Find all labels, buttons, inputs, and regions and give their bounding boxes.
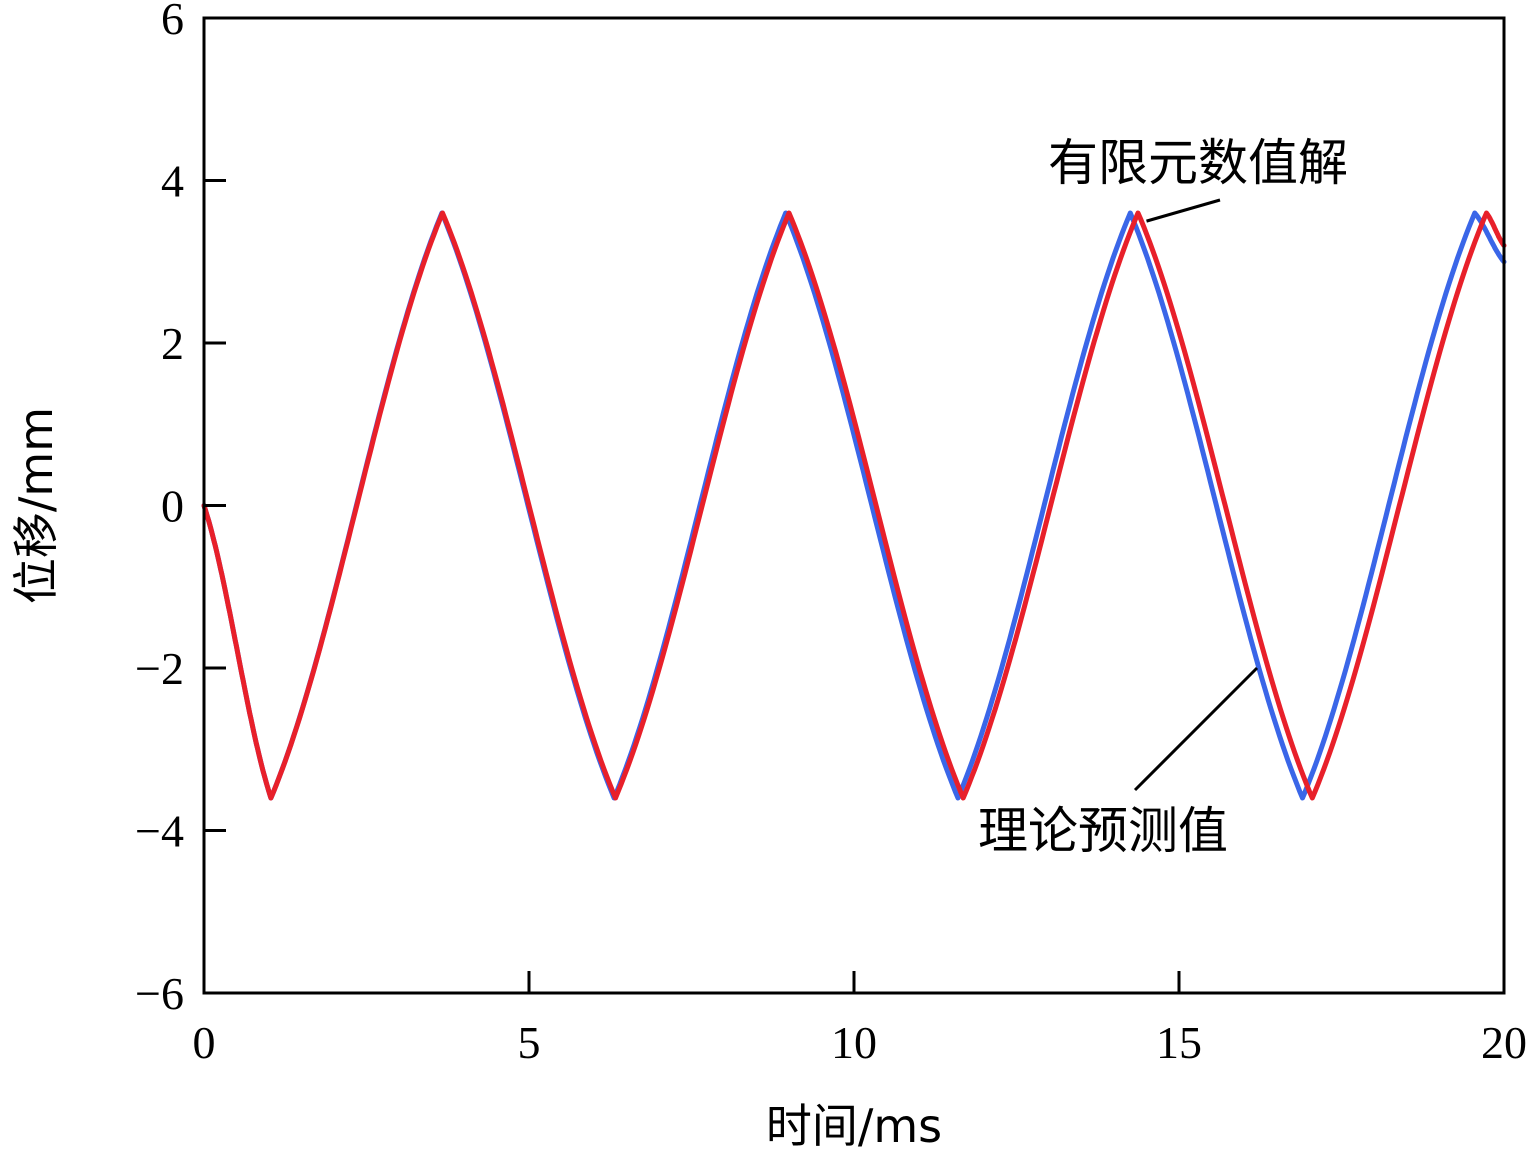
series-line-1	[201, 210, 1507, 801]
y-tick-label: 6	[161, 0, 184, 44]
series-line-0	[201, 210, 1507, 801]
y-tick-label: −2	[135, 643, 184, 694]
y-axis-title: 位移/mm	[9, 407, 63, 604]
x-tick-label: 5	[518, 1017, 541, 1068]
annotation-label: 理论预测值	[978, 802, 1228, 860]
x-tick-label: 15	[1156, 1017, 1202, 1068]
x-tick-label: 10	[831, 1017, 877, 1068]
x-axis-title: 时间/ms	[766, 1099, 942, 1153]
x-tick-label: 20	[1481, 1017, 1527, 1068]
y-tick-label: −6	[135, 968, 184, 1019]
y-tick-label: 0	[161, 481, 184, 532]
annotation-leader-line	[1146, 198, 1221, 223]
x-axis: 0 5 10 15 20	[193, 971, 1527, 1068]
annotation-leader-line	[1133, 666, 1259, 792]
annotation-label: 有限元数值解	[1048, 134, 1348, 192]
y-tick-label: 2	[161, 318, 184, 369]
y-tick-label: 4	[161, 156, 184, 207]
y-tick-label: −4	[135, 806, 184, 857]
x-tick-label: 0	[193, 1017, 216, 1068]
y-axis: −6 −4 −2 0 2 4 6	[135, 0, 226, 1019]
series-lines	[201, 210, 1507, 801]
